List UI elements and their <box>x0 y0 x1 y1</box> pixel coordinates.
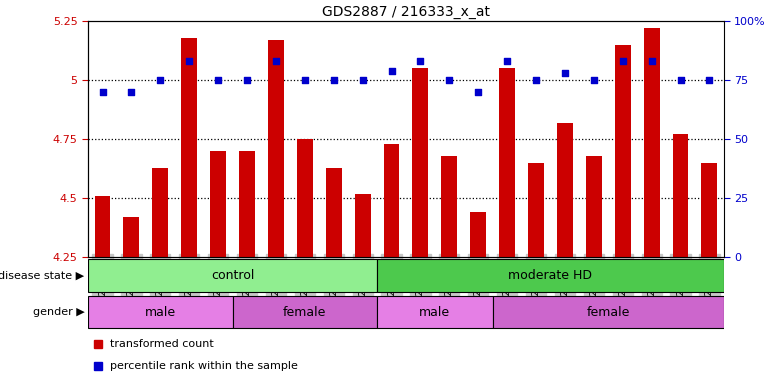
Point <box>328 77 340 83</box>
Bar <box>528 163 544 257</box>
Point <box>646 58 658 65</box>
Bar <box>412 68 428 257</box>
Point <box>385 68 398 74</box>
Bar <box>673 134 689 257</box>
Point <box>674 77 686 83</box>
Bar <box>326 167 342 257</box>
Point <box>444 77 456 83</box>
Point <box>241 77 254 83</box>
Bar <box>94 196 110 257</box>
Bar <box>557 122 573 257</box>
Text: female: female <box>587 306 630 318</box>
Point <box>270 58 282 65</box>
Point <box>126 89 138 95</box>
Bar <box>615 45 630 257</box>
Point <box>356 77 368 83</box>
Point <box>501 58 513 65</box>
Text: moderate HD: moderate HD <box>509 269 592 282</box>
Bar <box>470 212 486 257</box>
Bar <box>268 40 284 257</box>
Bar <box>377 259 724 292</box>
Point <box>154 77 166 83</box>
Text: female: female <box>283 306 326 318</box>
Bar <box>377 296 493 328</box>
Text: transformed count: transformed count <box>110 339 214 349</box>
Point <box>414 58 427 65</box>
Bar <box>88 296 233 328</box>
Point <box>617 58 629 65</box>
Bar <box>586 156 602 257</box>
Point <box>183 58 195 65</box>
Text: disease state ▶: disease state ▶ <box>0 270 84 281</box>
Bar <box>384 144 400 257</box>
Point <box>472 89 484 95</box>
Bar <box>441 156 457 257</box>
Bar <box>233 296 377 328</box>
Bar <box>123 217 139 257</box>
Bar <box>152 167 169 257</box>
Point <box>703 77 715 83</box>
Point <box>97 89 109 95</box>
Text: male: male <box>145 306 176 318</box>
Text: gender ▶: gender ▶ <box>32 307 84 317</box>
Bar <box>702 163 718 257</box>
Bar <box>88 259 377 292</box>
Point <box>299 77 311 83</box>
Point <box>212 77 224 83</box>
Bar <box>499 68 515 257</box>
Bar <box>297 139 313 257</box>
Bar <box>493 296 724 328</box>
Point <box>530 77 542 83</box>
Text: percentile rank within the sample: percentile rank within the sample <box>110 361 298 371</box>
Bar <box>239 151 255 257</box>
Bar <box>643 28 660 257</box>
Title: GDS2887 / 216333_x_at: GDS2887 / 216333_x_at <box>322 5 490 19</box>
Bar <box>355 194 371 257</box>
Text: control: control <box>211 269 254 282</box>
Bar <box>182 38 197 257</box>
Point <box>558 70 571 76</box>
Point <box>588 77 600 83</box>
Bar <box>210 151 226 257</box>
Text: male: male <box>419 306 450 318</box>
